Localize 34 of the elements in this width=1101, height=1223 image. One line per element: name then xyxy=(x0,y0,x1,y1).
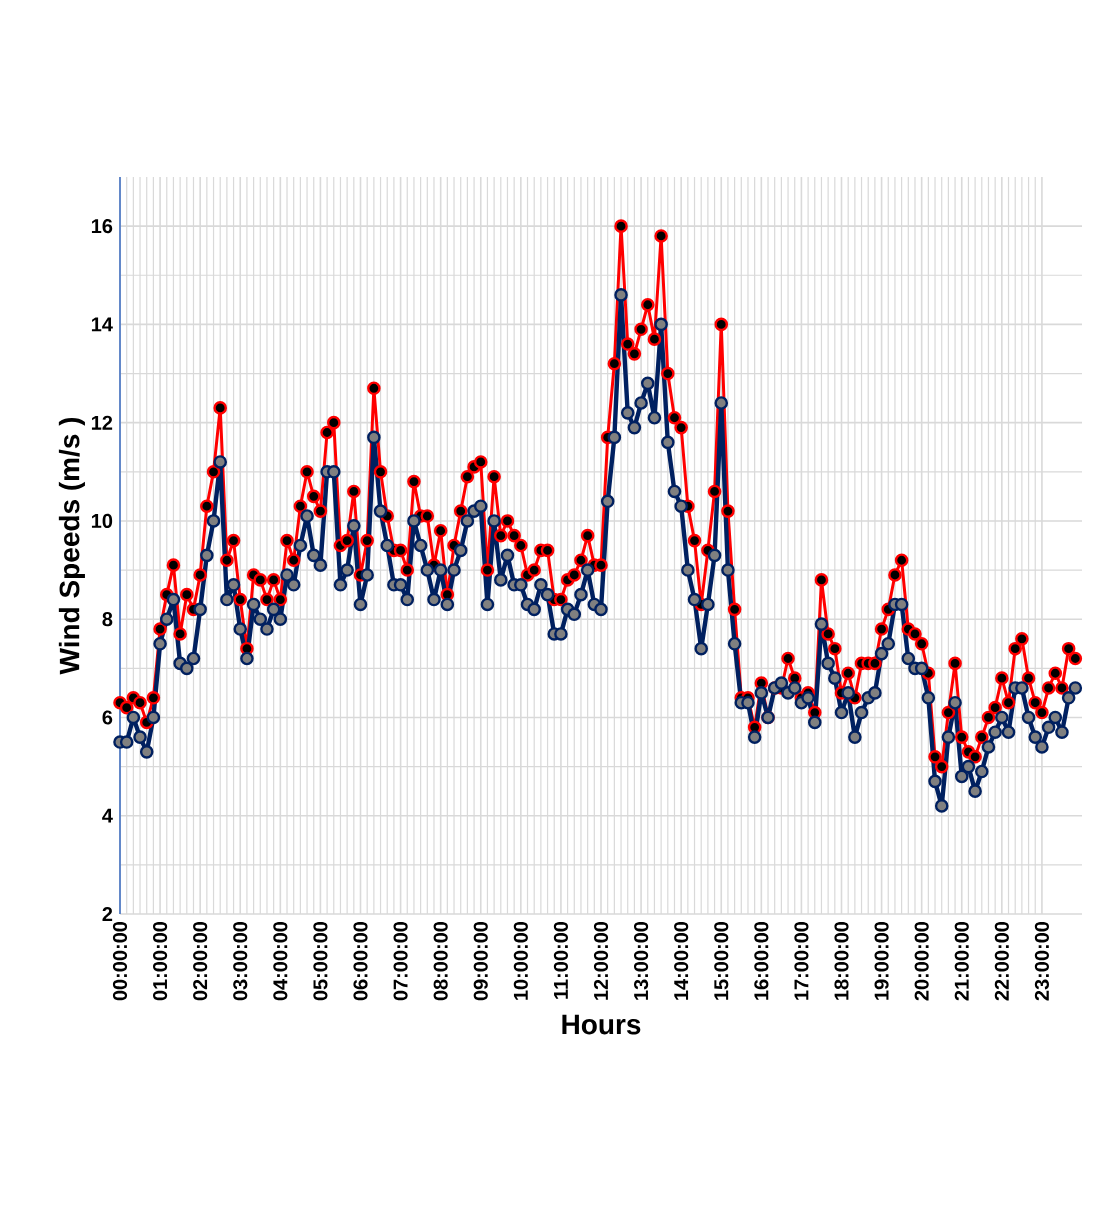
x-tick-label: 09:00:00 xyxy=(473,921,488,1001)
y-tick-label: 16 xyxy=(91,219,113,234)
x-axis-title: Hours xyxy=(562,1014,641,1035)
x-tick-label: 04:00:00 xyxy=(273,921,288,1001)
x-tick-label: 07:00:00 xyxy=(393,921,408,1001)
x-tick-label: 08:00:00 xyxy=(433,921,448,1001)
x-tick-label: 01:00:00 xyxy=(153,921,168,1001)
x-tick-label: 13:00:00 xyxy=(634,921,649,1000)
y-tick-label: 10 xyxy=(91,513,113,528)
y-tick-label: 2 xyxy=(102,907,113,921)
y-tick-label: 14 xyxy=(91,317,113,332)
x-tick-label: 12:00:00 xyxy=(593,921,609,1000)
x-tick-label: 15:00:00 xyxy=(714,921,729,1000)
x-tick-label: 16:00:00 xyxy=(754,921,769,1000)
x-tick-label: 22:00:00 xyxy=(994,921,1009,1001)
x-tick-label: 23:00:00 xyxy=(1034,921,1050,1001)
x-tick-label: 03:00:00 xyxy=(233,921,248,1001)
y-tick-label: 4 xyxy=(102,808,113,823)
x-tick-label: 18:00:00 xyxy=(834,921,849,1000)
x-tick-label: 05:00:00 xyxy=(313,921,328,1001)
x-tick-label: 11:00:00 xyxy=(553,921,568,999)
x-tick-label: 06:00:00 xyxy=(353,921,368,1001)
y-axis-title: Wind Speeds (m/s ) xyxy=(58,417,85,675)
x-tick-label: 00:00:00 xyxy=(112,921,128,1001)
y-tick-label: 12 xyxy=(91,415,113,430)
x-tick-label: 10:00:00 xyxy=(513,921,528,1000)
x-tick-label: 20:00:00 xyxy=(914,921,929,1001)
x-tick-label: 14:00:00 xyxy=(674,921,689,1000)
y-tick-label: 6 xyxy=(102,710,113,725)
x-tick-label: 17:00:00 xyxy=(794,921,809,1000)
x-tick-label: 02:00:00 xyxy=(193,921,208,1001)
x-tick-label: 19:00:00 xyxy=(874,921,889,1000)
y-tick-label: 8 xyxy=(102,612,113,627)
x-tick-label: 21:00:00 xyxy=(954,921,969,1001)
